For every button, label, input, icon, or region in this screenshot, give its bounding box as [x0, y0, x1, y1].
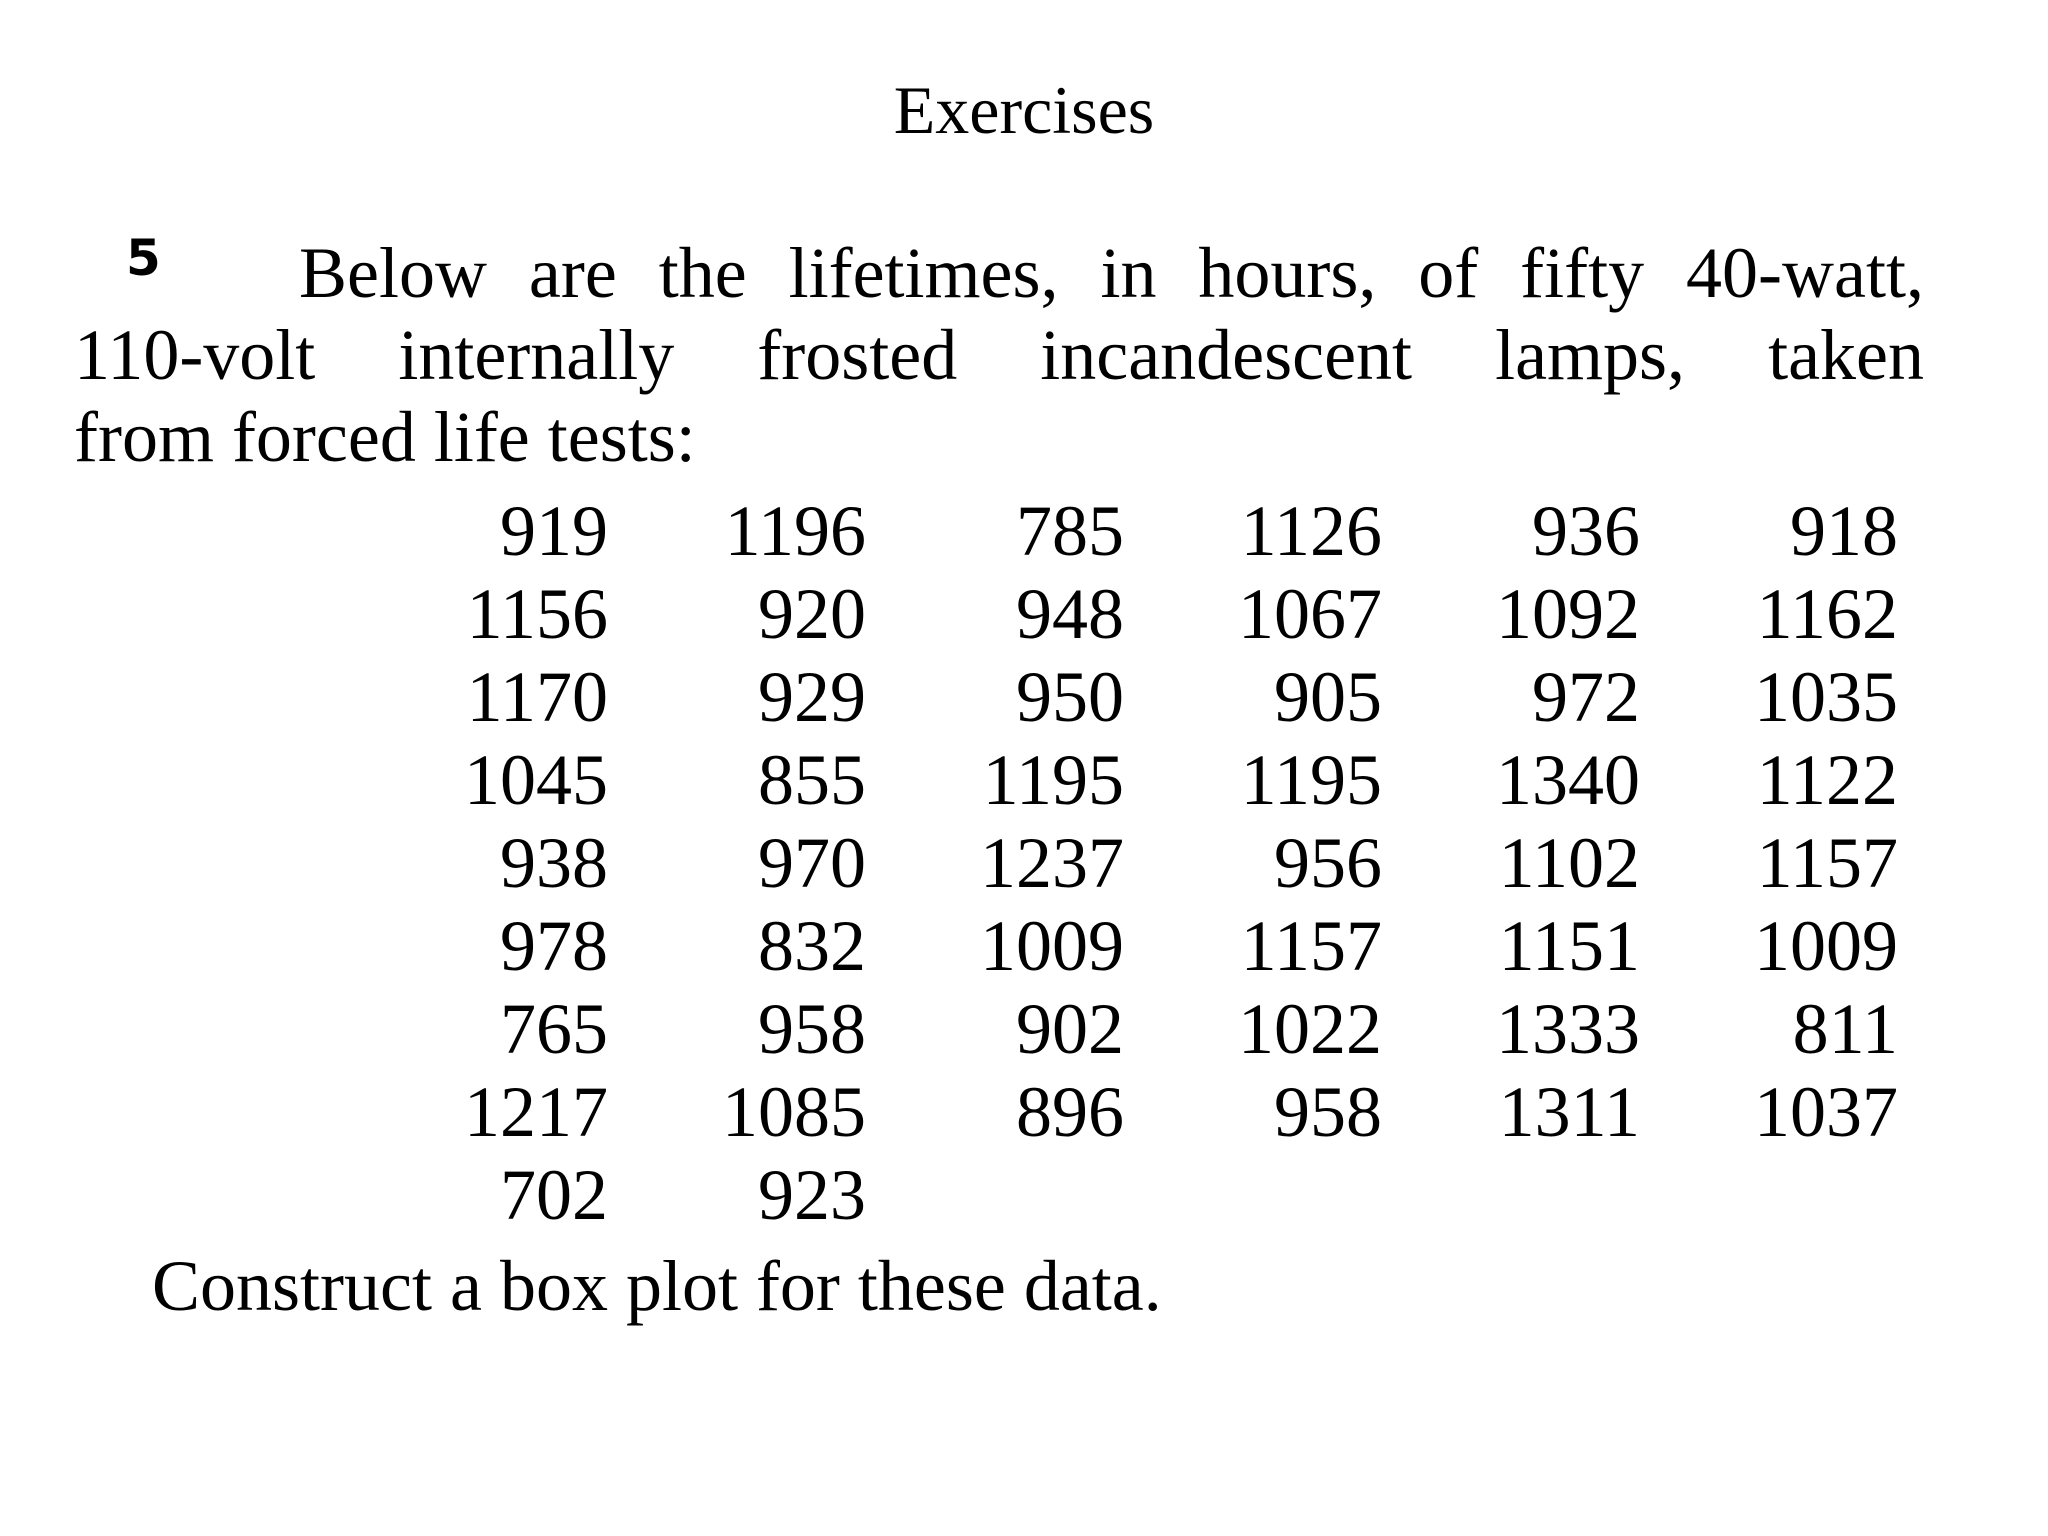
table-cell: 972 [1532, 657, 1640, 737]
lifetimes-table: 919 1196 785 1126 936 918 1156 920 948 1… [350, 490, 1898, 1237]
table-cell: 948 [1016, 574, 1124, 654]
table-cell: 811 [1792, 989, 1898, 1069]
slide-title: Exercises [893, 72, 1155, 148]
table-cell: 1237 [980, 823, 1124, 903]
table-cell: 1092 [1496, 574, 1640, 654]
table-cell: 956 [1274, 823, 1382, 903]
table-cell: 1196 [724, 491, 866, 571]
table-cell: 978 [500, 906, 608, 986]
table-cell: 1022 [1238, 989, 1382, 1069]
exercise-number: 5 [126, 229, 161, 287]
table-cell: 950 [1016, 657, 1124, 737]
intro-line: Below are the lifetimes, in hours, of fi… [299, 233, 1924, 313]
table-cell: 970 [758, 823, 866, 903]
table-cell: 855 [758, 740, 866, 820]
table-row: 1156 920 948 1067 1092 1162 [350, 573, 1898, 656]
table-cell: 1102 [1498, 823, 1640, 903]
table-cell: 1311 [1498, 1072, 1640, 1152]
table-cell: 1162 [1756, 574, 1898, 654]
table-cell: 702 [500, 1155, 608, 1235]
table-row: 1217 1085 896 958 1311 1037 [350, 1071, 1898, 1154]
intro-line: 110-volt internally frosted incandescent… [74, 315, 1924, 395]
table-row: 978 832 1009 1157 1151 1009 [350, 905, 1898, 988]
table-cell: 765 [500, 989, 608, 1069]
table-cell [866, 1154, 1124, 1237]
table-row: 765 958 902 1022 1333 811 [350, 988, 1898, 1071]
table-cell: 1151 [1498, 906, 1640, 986]
exercise-intro: Below are the lifetimes, in hours, of fi… [74, 232, 1924, 478]
table-cell: 1085 [722, 1072, 866, 1152]
table-cell: 1035 [1754, 657, 1898, 737]
table-cell: 1195 [982, 740, 1124, 820]
table-row: 702 923 [350, 1154, 1898, 1237]
table-cell: 1340 [1496, 740, 1640, 820]
table-cell: 923 [758, 1155, 866, 1235]
table-cell: 958 [758, 989, 866, 1069]
table-cell: 1009 [1754, 906, 1898, 986]
table-cell: 1170 [466, 657, 608, 737]
table-cell: 1195 [1240, 740, 1382, 820]
table-cell: 1217 [464, 1072, 608, 1152]
table-cell: 1067 [1238, 574, 1382, 654]
table-cell: 1156 [466, 574, 608, 654]
table-cell: 958 [1274, 1072, 1382, 1152]
table-cell: 1122 [1756, 740, 1898, 820]
table-row: 1170 929 950 905 972 1035 [350, 656, 1898, 739]
table-cell: 896 [1016, 1072, 1124, 1152]
intro-line: from forced life tests: [74, 397, 696, 477]
table-cell [1382, 1154, 1640, 1237]
table-cell: 902 [1016, 989, 1124, 1069]
table-cell: 919 [500, 491, 608, 571]
table-cell: 1037 [1754, 1072, 1898, 1152]
table-cell: 1009 [980, 906, 1124, 986]
table-cell: 1045 [464, 740, 608, 820]
table-cell: 938 [500, 823, 608, 903]
table-cell: 785 [1016, 491, 1124, 571]
table-row: 919 1196 785 1126 936 918 [350, 490, 1898, 573]
table-cell: 936 [1532, 491, 1640, 571]
table-cell: 905 [1274, 657, 1382, 737]
table-cell: 1157 [1756, 823, 1898, 903]
table-cell: 1333 [1496, 989, 1640, 1069]
table-cell: 832 [758, 906, 866, 986]
table-cell: 920 [758, 574, 866, 654]
table-row: 1045 855 1195 1195 1340 1122 [350, 739, 1898, 822]
table-row: 938 970 1237 956 1102 1157 [350, 822, 1898, 905]
table-cell: 918 [1790, 491, 1898, 571]
exercise-instruction: Construct a box plot for these data. [152, 1246, 1162, 1326]
table-cell: 1126 [1240, 491, 1382, 571]
table-cell [1124, 1154, 1382, 1237]
table-cell: 1157 [1240, 906, 1382, 986]
table-cell: 929 [758, 657, 866, 737]
table-cell [1640, 1154, 1898, 1237]
